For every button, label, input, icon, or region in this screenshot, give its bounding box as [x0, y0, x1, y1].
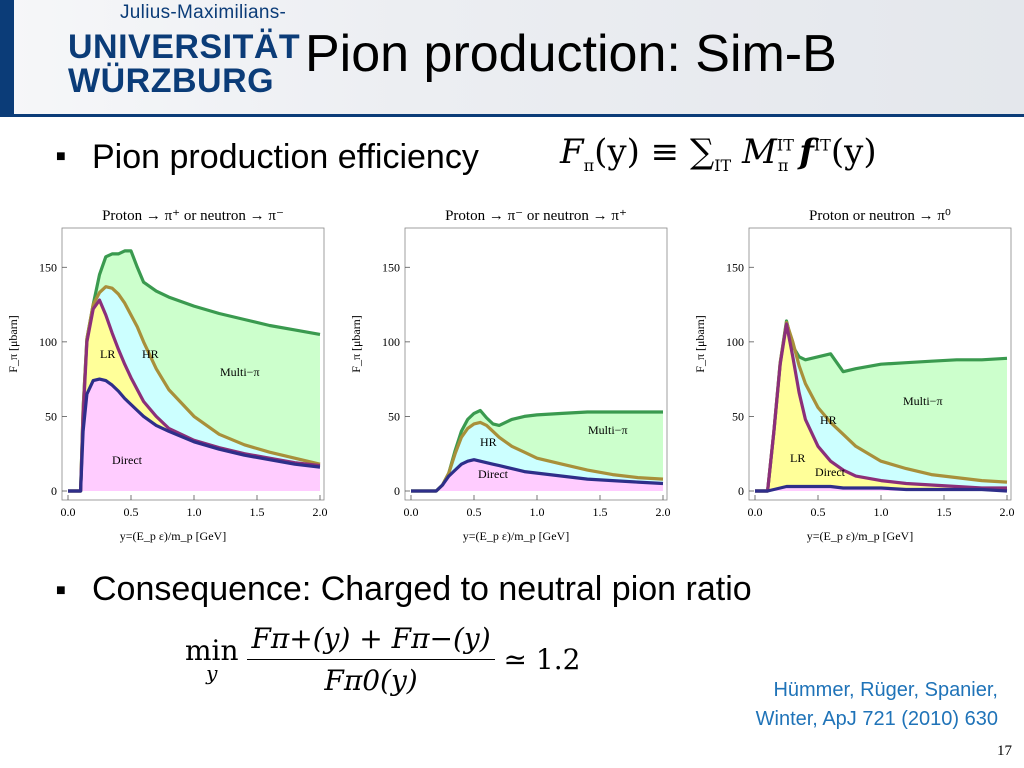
- citation[interactable]: Hümmer, Rüger, Spanier, Winter, ApJ 721 …: [756, 676, 998, 734]
- x-tick-label: 1.0: [187, 505, 202, 519]
- x-tick-label: 1.0: [530, 505, 545, 519]
- x-tick-label: 1.0: [874, 505, 889, 519]
- formula1-m-sup: IT: [776, 135, 794, 155]
- y-tick-label: 150: [726, 260, 744, 274]
- x-tick-label: 1.5: [937, 505, 952, 519]
- y-axis-label: F_π [μbarn]: [693, 315, 707, 372]
- y-axis-label: F_π [μbarn]: [349, 315, 363, 372]
- formula1-f: f: [799, 132, 814, 172]
- logo-line2: WÜRZBURG: [68, 62, 275, 100]
- formula2-fraction: Fπ+(y) + Fπ−(y) Fπ0(y): [247, 622, 495, 697]
- chart-title: Proton → π⁺ or neutron → π⁻: [102, 208, 284, 224]
- logo-bar: [0, 0, 14, 117]
- area-direct: [68, 379, 320, 491]
- formula1-lhs: F: [560, 132, 584, 172]
- y-tick-label: 150: [382, 260, 400, 274]
- series-line-direct: [68, 377, 321, 493]
- x-tick-label: 2.0: [656, 505, 671, 519]
- bullet-marker: ■: [56, 582, 66, 599]
- y-tick-label: 50: [732, 409, 744, 423]
- chart-title: Proton or neutron → π⁰: [809, 208, 951, 224]
- bullet-marker: ■: [56, 148, 66, 165]
- citation-line1: Hümmer, Rüger, Spanier,: [773, 679, 998, 701]
- y-tick-label: 100: [39, 335, 57, 349]
- series-annotation: Multi−π: [903, 394, 943, 408]
- x-tick-label: 1.5: [593, 505, 608, 519]
- series-annotation: LR: [790, 451, 805, 465]
- series-annotation: HR: [142, 347, 159, 361]
- area-direct: [411, 459, 663, 491]
- series-annotation: LR: [100, 347, 115, 361]
- formula1-m: M: [742, 132, 777, 172]
- x-tick-label: 0.0: [404, 505, 419, 519]
- x-axis-label: y=(E_p ε)/m_p [GeV]: [463, 529, 569, 543]
- formula1-arg: (y) ≡ ∑: [594, 132, 715, 172]
- x-tick-label: 0.5: [124, 505, 139, 519]
- x-axis-label: y=(E_p ε)/m_p [GeV]: [807, 529, 913, 543]
- formula1-sum-sub: IT: [714, 155, 732, 175]
- bullet-text-1: Pion production efficiency: [92, 138, 479, 176]
- chart-title: Proton → π⁻ or neutron → π⁺: [445, 208, 627, 224]
- chart-panels: 0 50 100 150 0.0 0.5 1.0 1.5 2.0 Proton → π⁺ or n…: [6, 208, 1015, 543]
- citation-line2: Winter, ApJ 721 (2010) 630: [755, 708, 998, 730]
- x-tick-label: 0.5: [811, 505, 826, 519]
- formula-ratio: min y Fπ+(y) + Fπ−(y) Fπ0(y) ≃ 1.2: [185, 622, 580, 697]
- y-axis-label: F_π [μbarn]: [6, 315, 20, 372]
- logo-top-text: Julius-Maximilians-: [120, 2, 287, 23]
- y-tick-label: 100: [726, 335, 744, 349]
- formula-efficiency: Fπ(y) ≡ ∑IT MITπ fIT(y): [560, 132, 877, 175]
- y-tick-label: 100: [382, 335, 400, 349]
- logo-line1: UNIVERSITÄT: [68, 28, 301, 66]
- x-tick-label: 2.0: [1000, 505, 1015, 519]
- bullet-text-2: Consequence: Charged to neutral pion rat…: [92, 570, 752, 608]
- formula2-min: min: [185, 634, 239, 667]
- y-tick-label: 50: [388, 409, 400, 423]
- formula2-numerator: Fπ+(y) + Fπ−(y): [247, 622, 495, 660]
- formula1-f-sup: IT: [813, 135, 831, 155]
- x-tick-label: 0.0: [61, 505, 76, 519]
- x-axis-label: y=(E_p ε)/m_p [GeV]: [120, 529, 226, 543]
- x-tick-label: 0.0: [748, 505, 763, 519]
- series-annotation: Direct: [815, 465, 846, 479]
- slide-title: Pion production: Sim-B: [305, 25, 837, 83]
- y-tick-label: 0: [738, 484, 744, 498]
- x-tick-label: 0.5: [467, 505, 482, 519]
- formula2-denominator: Fπ0(y): [324, 664, 418, 697]
- series-line-direct: [755, 484, 1008, 493]
- formula2-rhs: ≃ 1.2: [503, 643, 581, 676]
- series-line-hr: [411, 420, 664, 493]
- y-tick-label: 50: [45, 409, 57, 423]
- formula1-lhs-sub: π: [583, 155, 595, 175]
- page-number: 17: [997, 743, 1012, 759]
- header-background: [0, 0, 1024, 117]
- y-tick-label: 0: [51, 484, 57, 498]
- y-tick-label: 150: [39, 260, 57, 274]
- header-rule: [0, 114, 1024, 117]
- x-tick-label: 1.5: [250, 505, 265, 519]
- series-line-lr: [755, 322, 1007, 493]
- series-annotation: HR: [480, 435, 497, 449]
- series-line-direct: [411, 458, 664, 493]
- series-annotation: Direct: [112, 453, 143, 467]
- series-annotation: Multi−π: [588, 423, 628, 437]
- formula2-min-sub: y: [206, 661, 218, 685]
- y-tick-label: 0: [394, 484, 400, 498]
- series-annotation: Multi−π: [220, 365, 260, 379]
- formula1-m-sub: π: [777, 155, 789, 175]
- series-annotation: HR: [820, 413, 837, 427]
- formula1-f-arg: (y): [830, 132, 877, 172]
- area-lr: [755, 324, 1007, 491]
- series-annotation: Direct: [478, 467, 509, 481]
- x-tick-label: 2.0: [313, 505, 328, 519]
- header: Julius-Maximilians- UNIVERSITÄT WÜRZBURG…: [0, 0, 1024, 117]
